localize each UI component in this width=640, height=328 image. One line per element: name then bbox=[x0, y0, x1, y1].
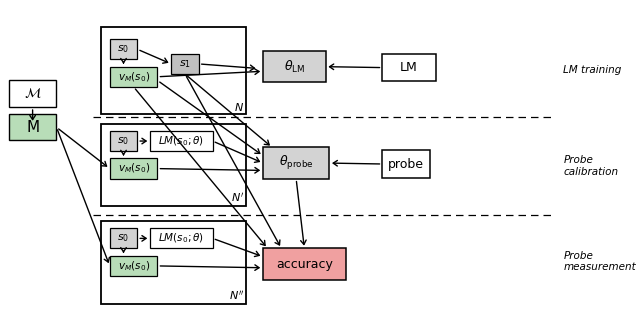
Text: $N$: $N$ bbox=[234, 101, 244, 113]
Bar bbox=[263, 148, 329, 179]
Text: $s_0$: $s_0$ bbox=[117, 135, 129, 147]
Text: $v_M(s_0)$: $v_M(s_0)$ bbox=[118, 70, 150, 84]
Text: $N'$: $N'$ bbox=[230, 192, 244, 204]
Text: accuracy: accuracy bbox=[276, 257, 333, 271]
Text: $s_0$: $s_0$ bbox=[117, 233, 129, 244]
Bar bbox=[9, 114, 56, 140]
Text: LM training: LM training bbox=[563, 65, 621, 75]
Text: M: M bbox=[26, 120, 39, 135]
Bar bbox=[383, 54, 436, 81]
Text: $s_0$: $s_0$ bbox=[117, 43, 129, 55]
Bar bbox=[109, 131, 137, 151]
Bar bbox=[383, 150, 430, 178]
Bar bbox=[150, 131, 212, 151]
Text: $v_M(s_0)$: $v_M(s_0)$ bbox=[118, 162, 150, 175]
Text: Probe
calibration: Probe calibration bbox=[563, 155, 618, 177]
Text: LM: LM bbox=[400, 61, 418, 74]
Text: $\mathcal{M}$: $\mathcal{M}$ bbox=[24, 86, 42, 100]
Bar bbox=[172, 54, 199, 74]
Text: probe: probe bbox=[388, 157, 424, 171]
Text: $N''$: $N''$ bbox=[228, 289, 244, 302]
Text: $LM(s_0;\theta)$: $LM(s_0;\theta)$ bbox=[158, 134, 204, 148]
Text: Probe
measurement: Probe measurement bbox=[563, 251, 636, 272]
Bar bbox=[263, 51, 326, 82]
Text: $\theta_{\rm{LM}}$: $\theta_{\rm{LM}}$ bbox=[284, 59, 305, 75]
Bar bbox=[109, 158, 157, 179]
Bar bbox=[109, 228, 137, 249]
Bar bbox=[100, 27, 246, 114]
Text: $LM(s_0;\theta)$: $LM(s_0;\theta)$ bbox=[158, 232, 204, 245]
Text: $v_M(s_0)$: $v_M(s_0)$ bbox=[118, 259, 150, 273]
Bar bbox=[9, 79, 56, 107]
Bar bbox=[109, 39, 137, 59]
Bar bbox=[100, 124, 246, 206]
Bar bbox=[150, 228, 212, 249]
Bar bbox=[263, 249, 346, 280]
Text: $s_1$: $s_1$ bbox=[179, 58, 191, 70]
Bar bbox=[109, 256, 157, 276]
Bar bbox=[100, 221, 246, 303]
Bar bbox=[109, 67, 157, 87]
Text: $\theta_{\rm{probe}}$: $\theta_{\rm{probe}}$ bbox=[279, 154, 314, 172]
